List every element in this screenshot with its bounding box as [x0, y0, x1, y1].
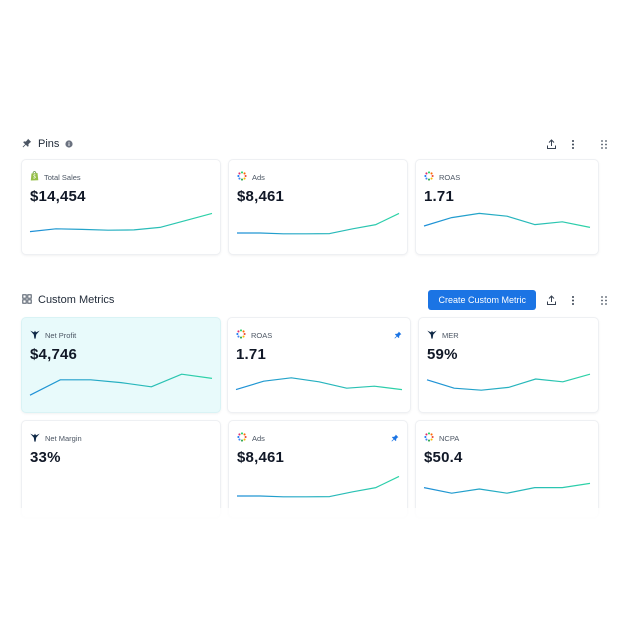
card-value: $50.4	[424, 449, 463, 466]
card-label: Total Sales	[44, 172, 81, 182]
card-header: Ads	[237, 168, 265, 186]
card-label: NCPA	[439, 433, 460, 443]
pin-icon	[22, 135, 32, 153]
ads-icon	[237, 429, 247, 447]
card-value: 1.71	[424, 188, 454, 205]
pins-actions	[540, 132, 584, 156]
card-header: ROAS	[424, 168, 460, 186]
bottom-fade	[0, 508, 640, 640]
card-label: ROAS	[439, 172, 461, 182]
triple-whale-icon	[30, 326, 40, 344]
pin-icon[interactable]	[394, 326, 402, 344]
ads-icon	[424, 168, 434, 186]
custom-metrics-actions: Create Custom Metric	[428, 288, 584, 312]
sparkline	[29, 373, 213, 396]
card-label: Ads	[252, 172, 265, 182]
sparkline-path	[235, 377, 403, 391]
sparkline	[29, 212, 213, 233]
metric-card[interactable]: Ads $8,461	[229, 160, 407, 254]
more-vertical-icon[interactable]	[562, 133, 584, 155]
drag-handle-icon[interactable]	[594, 290, 614, 310]
card-value: 33%	[30, 449, 61, 466]
sparkline-path	[423, 212, 591, 228]
metric-card[interactable]: Net Margin 33%	[22, 421, 220, 517]
export-icon[interactable]	[540, 133, 562, 155]
sparkline	[237, 475, 400, 498]
metric-card[interactable]: ROAS 1.71	[416, 160, 598, 254]
sparkline-path	[29, 212, 213, 233]
pins-header: Pins	[22, 132, 607, 156]
drag-handle-icon[interactable]	[594, 134, 614, 154]
custom-metrics-header: Custom Metrics Create Custom Metric	[22, 288, 607, 312]
metric-card[interactable]: ROAS 1.71	[228, 318, 410, 412]
card-header: Total Sales	[30, 168, 81, 186]
card-header: MER	[427, 326, 459, 344]
sparkline	[423, 212, 591, 228]
metric-card[interactable]: Net Profit $4,746	[22, 318, 220, 412]
sparkline	[237, 212, 400, 235]
triple-whale-icon	[30, 429, 40, 447]
card-label: MER	[442, 330, 459, 340]
export-icon[interactable]	[540, 289, 562, 311]
card-label: Net Margin	[45, 433, 82, 443]
sparkline-path	[423, 482, 591, 494]
metric-card[interactable]: MER 59%	[419, 318, 598, 412]
card-header: NCPA	[424, 429, 459, 447]
ads-icon	[236, 326, 246, 344]
metric-card[interactable]: Total Sales $14,454	[22, 160, 220, 254]
card-value: 1.71	[236, 346, 266, 363]
card-value: $14,454	[30, 188, 86, 205]
card-value: $4,746	[30, 346, 78, 363]
card-header: Net Profit	[30, 326, 76, 344]
card-header: Net Margin	[30, 429, 82, 447]
sparkline	[426, 373, 591, 391]
custom-metrics-title: Custom Metrics	[38, 294, 115, 306]
card-label: Ads	[252, 433, 265, 443]
grid-icon	[22, 291, 32, 309]
card-value: $8,461	[237, 188, 285, 205]
pin-icon[interactable]	[391, 429, 399, 447]
sparkline	[235, 377, 403, 391]
sparkline	[423, 482, 591, 494]
ads-icon	[237, 168, 247, 186]
card-value: 59%	[427, 346, 458, 363]
sparkline-path	[29, 373, 213, 396]
sparkline-path	[237, 212, 400, 235]
triple-whale-icon	[427, 326, 437, 344]
metric-card[interactable]: Ads $8,461	[229, 421, 407, 517]
card-value: $8,461	[237, 449, 285, 466]
sparkline	[22, 421, 220, 517]
sparkline-path	[426, 373, 591, 391]
shopify-icon	[30, 168, 39, 186]
card-header: Ads	[237, 429, 265, 447]
card-label: Net Profit	[45, 330, 77, 340]
create-custom-metric-button[interactable]: Create Custom Metric	[428, 290, 536, 310]
metric-card[interactable]: NCPA $50.4	[416, 421, 598, 517]
more-vertical-icon[interactable]	[562, 289, 584, 311]
card-label: ROAS	[251, 330, 273, 340]
info-icon[interactable]	[65, 140, 74, 148]
ads-icon	[424, 429, 434, 447]
card-header: ROAS	[236, 326, 272, 344]
sparkline-path	[237, 475, 400, 498]
pins-title: Pins	[38, 138, 60, 150]
